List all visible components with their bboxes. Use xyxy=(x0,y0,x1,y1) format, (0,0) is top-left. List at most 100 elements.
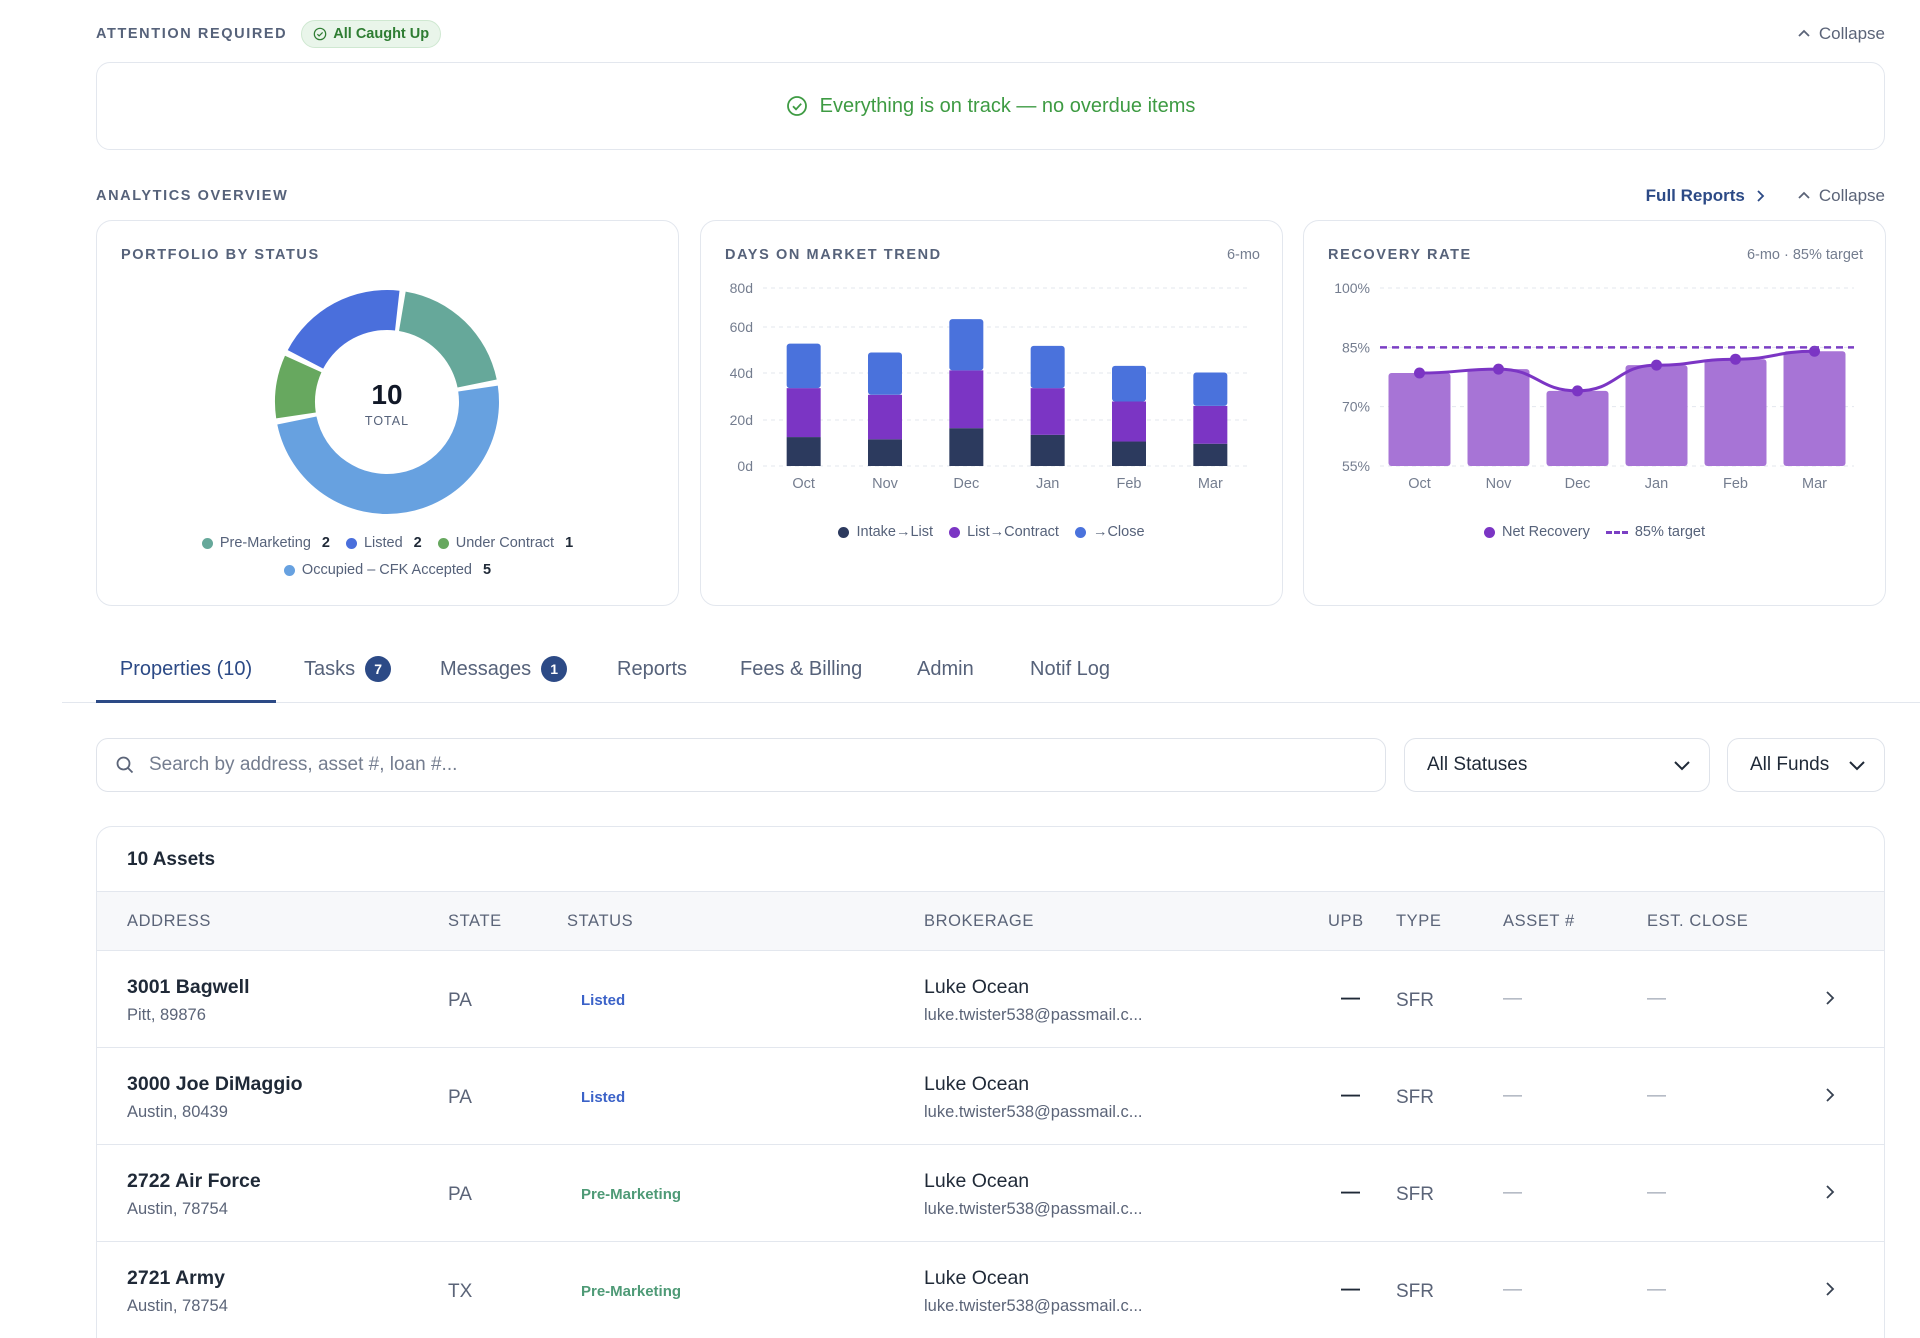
tab-label: Reports xyxy=(617,658,688,680)
legend-label: Net Recovery xyxy=(1502,524,1590,540)
column-header-upb[interactable]: UPB xyxy=(1328,912,1364,930)
tab-messages[interactable]: Messages 1 xyxy=(440,656,568,703)
row-address: 2721 Army xyxy=(127,1267,225,1289)
assets-count: 10 Assets xyxy=(127,849,216,870)
y-tick-label: 70% xyxy=(1342,399,1370,415)
tab-notif-log[interactable]: Notif Log xyxy=(1030,658,1110,703)
messages-count-badge: 1 xyxy=(541,656,568,682)
recovery-title: RECOVERY RATE xyxy=(1328,247,1472,263)
full-reports-label: Full Reports xyxy=(1645,186,1745,205)
row-broker-email: luke.twister538@passmail.c... xyxy=(924,1200,1143,1218)
tab-label: Admin xyxy=(917,658,974,680)
column-header-address[interactable]: ADDRESS xyxy=(127,912,211,930)
column-header-est-close[interactable]: EST. CLOSE xyxy=(1647,912,1749,930)
net-recovery-point-jan xyxy=(1651,359,1662,371)
row-address: 3001 Bagwell xyxy=(127,976,250,998)
bar-jan xyxy=(1625,365,1688,466)
dom-period: 6-mo xyxy=(1226,247,1260,263)
row-state: TX xyxy=(448,1281,473,1302)
x-tick-label: Mar xyxy=(1802,476,1827,492)
row-asset: — xyxy=(1503,1182,1522,1203)
chevron-right-icon[interactable] xyxy=(1824,1281,1836,1297)
column-header-status[interactable]: STATUS xyxy=(567,912,634,930)
chevron-right-icon[interactable] xyxy=(1824,1184,1836,1200)
legend-label: Pre-Marketing xyxy=(219,535,311,551)
legend-label: Occupied – CFK Accepted xyxy=(301,562,472,578)
x-tick-label: Dec xyxy=(1565,476,1591,492)
check-circle-icon xyxy=(786,96,807,116)
legend-dot xyxy=(283,564,295,576)
fund-filter-select[interactable]: All Funds xyxy=(1727,738,1885,792)
x-tick-label: Oct xyxy=(1408,476,1431,492)
table-row[interactable]: 3000 Joe DiMaggio Austin, 80439 PA Liste… xyxy=(97,1048,1884,1145)
bar-oct-segment-3 xyxy=(786,343,821,389)
assets-table: 10 Assets ADDRESS STATE STATUS BROKERAGE… xyxy=(96,826,1885,1338)
y-tick-label: 20d xyxy=(730,412,753,428)
column-header-asset[interactable]: ASSET # xyxy=(1503,912,1575,930)
legend-dot xyxy=(437,537,449,549)
portfolio-card: PORTFOLIO BY STATUS 10 TOTAL Pre-Marketi… xyxy=(96,220,679,606)
row-est-close: — xyxy=(1647,1182,1666,1203)
row-broker: Luke Ocean xyxy=(924,976,1030,998)
analytics-collapse-button[interactable]: Collapse xyxy=(1797,186,1885,206)
full-reports-link[interactable]: Full Reports xyxy=(1646,186,1767,206)
table-row[interactable]: 2722 Air Force Austin, 78754 PA Pre-Mark… xyxy=(97,1145,1884,1242)
tab-reports[interactable]: Reports xyxy=(617,658,687,703)
table-row[interactable]: 2721 Army Austin, 78754 TX Pre-Marketing… xyxy=(97,1242,1884,1338)
x-tick-label: Jan xyxy=(1645,476,1668,492)
column-header-brokerage[interactable]: BROKERAGE xyxy=(924,912,1034,930)
status-filter-value: All Statuses xyxy=(1427,754,1528,775)
chevron-right-icon xyxy=(1757,190,1765,202)
dom-legend: Intake→List List→Contract →Close xyxy=(701,524,1282,540)
analytics-title: ANALYTICS OVERVIEW xyxy=(96,188,289,204)
portfolio-donut-chart: 10 TOTAL xyxy=(275,290,500,515)
legend-count: 1 xyxy=(565,535,574,551)
search-input[interactable] xyxy=(149,754,1385,776)
dom-card: DAYS ON MARKET TREND 6-mo 0d 20d 40d 60d 80d… xyxy=(700,220,1283,606)
row-status: Pre-Marketing xyxy=(581,1186,682,1203)
bar-mar xyxy=(1783,351,1846,466)
row-city: Austin, 80439 xyxy=(127,1103,228,1121)
legend-dot xyxy=(838,526,850,538)
x-tick-label: Feb xyxy=(1117,476,1142,492)
donut-total-label: TOTAL xyxy=(365,414,409,428)
bar-nov-segment-1 xyxy=(868,439,902,466)
row-city: Pitt, 89876 xyxy=(127,1006,206,1024)
tab-admin[interactable]: Admin xyxy=(917,658,974,703)
table-header: ADDRESS STATE STATUS BROKERAGE UPB TYPE … xyxy=(97,891,1884,951)
attention-header: ATTENTION REQUIRED All Caught Up Collaps… xyxy=(96,20,1885,48)
x-tick-label: Nov xyxy=(1486,476,1513,492)
donut-slice-listed xyxy=(287,290,400,369)
x-tick-label: Jan xyxy=(1036,476,1059,492)
row-asset: — xyxy=(1503,1279,1522,1300)
row-status: Listed xyxy=(581,1089,626,1106)
attention-collapse-button[interactable]: Collapse xyxy=(1797,24,1885,44)
tab-tasks[interactable]: Tasks 7 xyxy=(304,656,392,703)
tab-fees-billing[interactable]: Fees & Billing xyxy=(740,658,862,703)
column-header-type[interactable]: TYPE xyxy=(1396,912,1442,930)
row-est-close: — xyxy=(1647,1279,1666,1300)
tab-label: Notif Log xyxy=(1030,658,1111,680)
all-caught-up-badge: All Caught Up xyxy=(301,20,442,48)
row-address: 3000 Joe DiMaggio xyxy=(127,1073,303,1095)
chevron-right-icon[interactable] xyxy=(1824,990,1836,1006)
column-header-state[interactable]: STATE xyxy=(448,912,502,930)
check-circle-icon xyxy=(313,27,327,41)
badge-label: All Caught Up xyxy=(333,26,430,42)
chevron-up-icon xyxy=(1798,29,1810,37)
portfolio-legend-row-2: Occupied – CFK Accepted 5 xyxy=(97,562,678,578)
status-filter-select[interactable]: All Statuses xyxy=(1404,738,1710,792)
net-recovery-point-nov xyxy=(1493,363,1504,375)
row-broker-email: luke.twister538@passmail.c... xyxy=(924,1103,1143,1121)
chevron-right-icon[interactable] xyxy=(1824,1087,1836,1103)
legend-label: Under Contract xyxy=(455,535,555,551)
legend-label: Listed xyxy=(363,535,403,551)
table-row[interactable]: 3001 Bagwell Pitt, 89876 PA Listed Luke … xyxy=(97,951,1884,1048)
row-city: Austin, 78754 xyxy=(127,1200,228,1218)
legend-label: →Close xyxy=(1092,524,1145,540)
row-status: Pre-Marketing xyxy=(581,1283,682,1300)
legend-dot xyxy=(1484,526,1495,538)
row-state: PA xyxy=(448,990,472,1011)
tab-properties[interactable]: Properties (10) xyxy=(96,658,276,703)
net-recovery-line xyxy=(1419,349,1815,393)
